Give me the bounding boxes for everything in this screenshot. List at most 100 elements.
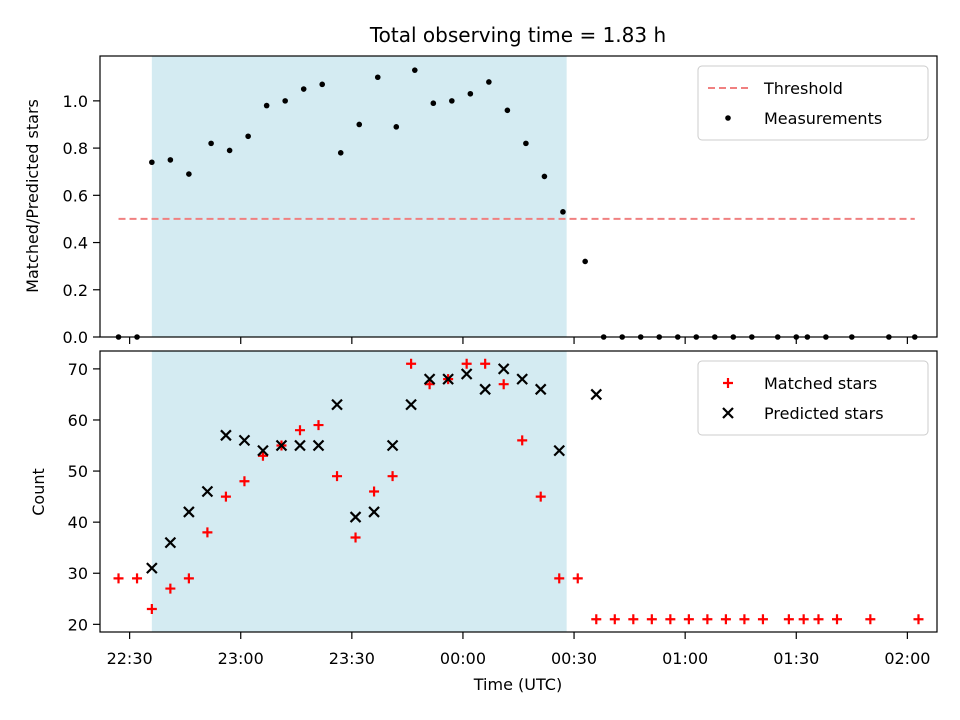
measurement-point	[319, 81, 326, 88]
measurement-point	[208, 140, 214, 147]
matched-star-point	[739, 614, 750, 625]
matched-star-point	[406, 358, 417, 369]
measurement-point	[337, 150, 344, 156]
observing-window-shade	[151, 351, 567, 632]
measurement-point	[541, 173, 548, 180]
measurement-points	[115, 67, 918, 340]
matched-star-point	[609, 614, 620, 625]
measurement-point	[523, 140, 529, 147]
matched-star-point	[554, 573, 565, 584]
predicted-star-point	[534, 383, 547, 396]
top-y-tick-label: 1.0	[63, 92, 88, 111]
star-count-points	[113, 358, 924, 625]
predicted-star-point	[386, 439, 399, 452]
measurement-point	[430, 100, 437, 107]
observing-window-shade	[151, 56, 567, 337]
x-tick-label: 02:00	[884, 649, 930, 668]
matched-star-point	[646, 614, 657, 625]
top-axes-frame	[99, 55, 938, 338]
bottom-y-tick-label: 30	[68, 564, 88, 583]
matched-star-point	[332, 471, 343, 482]
matched-star-point	[424, 379, 435, 390]
matched-star-point	[257, 450, 268, 461]
predicted-star-point	[164, 536, 177, 549]
matched-star-point	[183, 573, 194, 584]
predicted-star-point	[275, 439, 288, 452]
top-x-ticks	[129, 337, 908, 344]
predicted-star-point	[238, 434, 251, 447]
matched-star-point	[702, 614, 713, 625]
top-y-ticks: 0.0 0.2 0.4 0.6 0.8 1.0	[63, 92, 100, 347]
predicted-star-point	[146, 562, 158, 574]
top-y-tick-label: 0.2	[63, 281, 88, 300]
measurement-point	[374, 74, 381, 81]
bottom-legend-box	[697, 360, 929, 436]
top-y-tick-label: 0.0	[63, 328, 88, 347]
top-legend-box	[697, 65, 929, 141]
matched-star-point	[865, 614, 876, 625]
measurement-point	[226, 147, 233, 154]
measurement-point	[356, 121, 363, 128]
matched-star-point	[591, 614, 602, 625]
top-legend-label: Threshold	[763, 79, 843, 98]
bottom-panel: 20 30 40 50 60 70 22:30 23:00 23:30 00:00 00:30 01…	[29, 350, 938, 694]
matched-star-point	[813, 614, 824, 625]
matched-star-point	[313, 420, 324, 431]
x-tick-label: 00:30	[551, 649, 597, 668]
measurement-point	[582, 258, 588, 265]
matched-star-point	[832, 614, 843, 625]
matched-star-point	[387, 471, 398, 482]
matched-star-point	[220, 491, 231, 502]
x-tick-label: 23:30	[329, 649, 375, 668]
matched-star-point	[113, 573, 124, 584]
bottom-y-tick-label: 60	[68, 411, 88, 430]
bottom-legend-label: Matched stars	[764, 374, 877, 393]
x-tick-label: 01:30	[773, 649, 819, 668]
matched-star-point	[517, 435, 528, 446]
predicted-star-point	[442, 373, 454, 385]
predicted-star-point	[368, 506, 380, 518]
top-legend-label: Measurements	[764, 109, 882, 128]
matched-star-point	[913, 614, 924, 625]
matched-star-point	[202, 527, 213, 538]
observing-window-band	[151, 351, 567, 632]
x-tick-label: 22:30	[107, 649, 153, 668]
predicted-star-point	[423, 373, 436, 385]
matched-star-point	[535, 491, 546, 502]
measurement-point	[504, 107, 511, 114]
predicted-star-point	[349, 511, 362, 523]
bottom-legend: Matched stars Predicted stars	[697, 360, 929, 436]
top-y-tick-label: 0.4	[63, 234, 88, 253]
matched-star-point	[783, 614, 794, 625]
matched-star-point	[132, 573, 143, 584]
matched-star-point	[798, 614, 809, 625]
x-tick-label: 23:00	[218, 649, 264, 668]
top-y-tick-label: 0.8	[63, 139, 88, 158]
bottom-y-ticks: 20 30 40 50 60 70	[68, 360, 100, 634]
predicted-star-point	[497, 363, 510, 375]
bottom-y-tick-label: 70	[68, 360, 88, 379]
matched-star-point	[146, 604, 157, 615]
matched-star-point	[239, 476, 250, 487]
predicted-star-point	[201, 485, 214, 498]
bottom-y-tick-label: 40	[68, 513, 88, 532]
matched-star-point	[369, 486, 380, 497]
measurement-point	[412, 67, 418, 73]
predicted-star-point	[479, 383, 491, 396]
measurement-point	[467, 90, 474, 97]
matched-star-point	[480, 358, 491, 369]
predicted-star-point	[405, 398, 417, 411]
bottom-legend-swatch	[723, 378, 733, 388]
predicted-star-point	[590, 388, 603, 401]
top-panel: 0.0 0.2 0.4 0.6 0.8 1.0 Matched/Predicted sta…	[23, 55, 938, 347]
matched-star-point	[294, 425, 305, 436]
top-legend-swatch	[725, 115, 731, 121]
matched-star-point	[572, 573, 583, 584]
measurement-point	[186, 171, 192, 177]
matched-star-point	[757, 614, 768, 625]
bottom-legend-label: Predicted stars	[764, 404, 884, 423]
measurement-point	[167, 157, 174, 163]
predicted-star-point	[220, 429, 232, 442]
matched-star-point	[683, 614, 694, 625]
